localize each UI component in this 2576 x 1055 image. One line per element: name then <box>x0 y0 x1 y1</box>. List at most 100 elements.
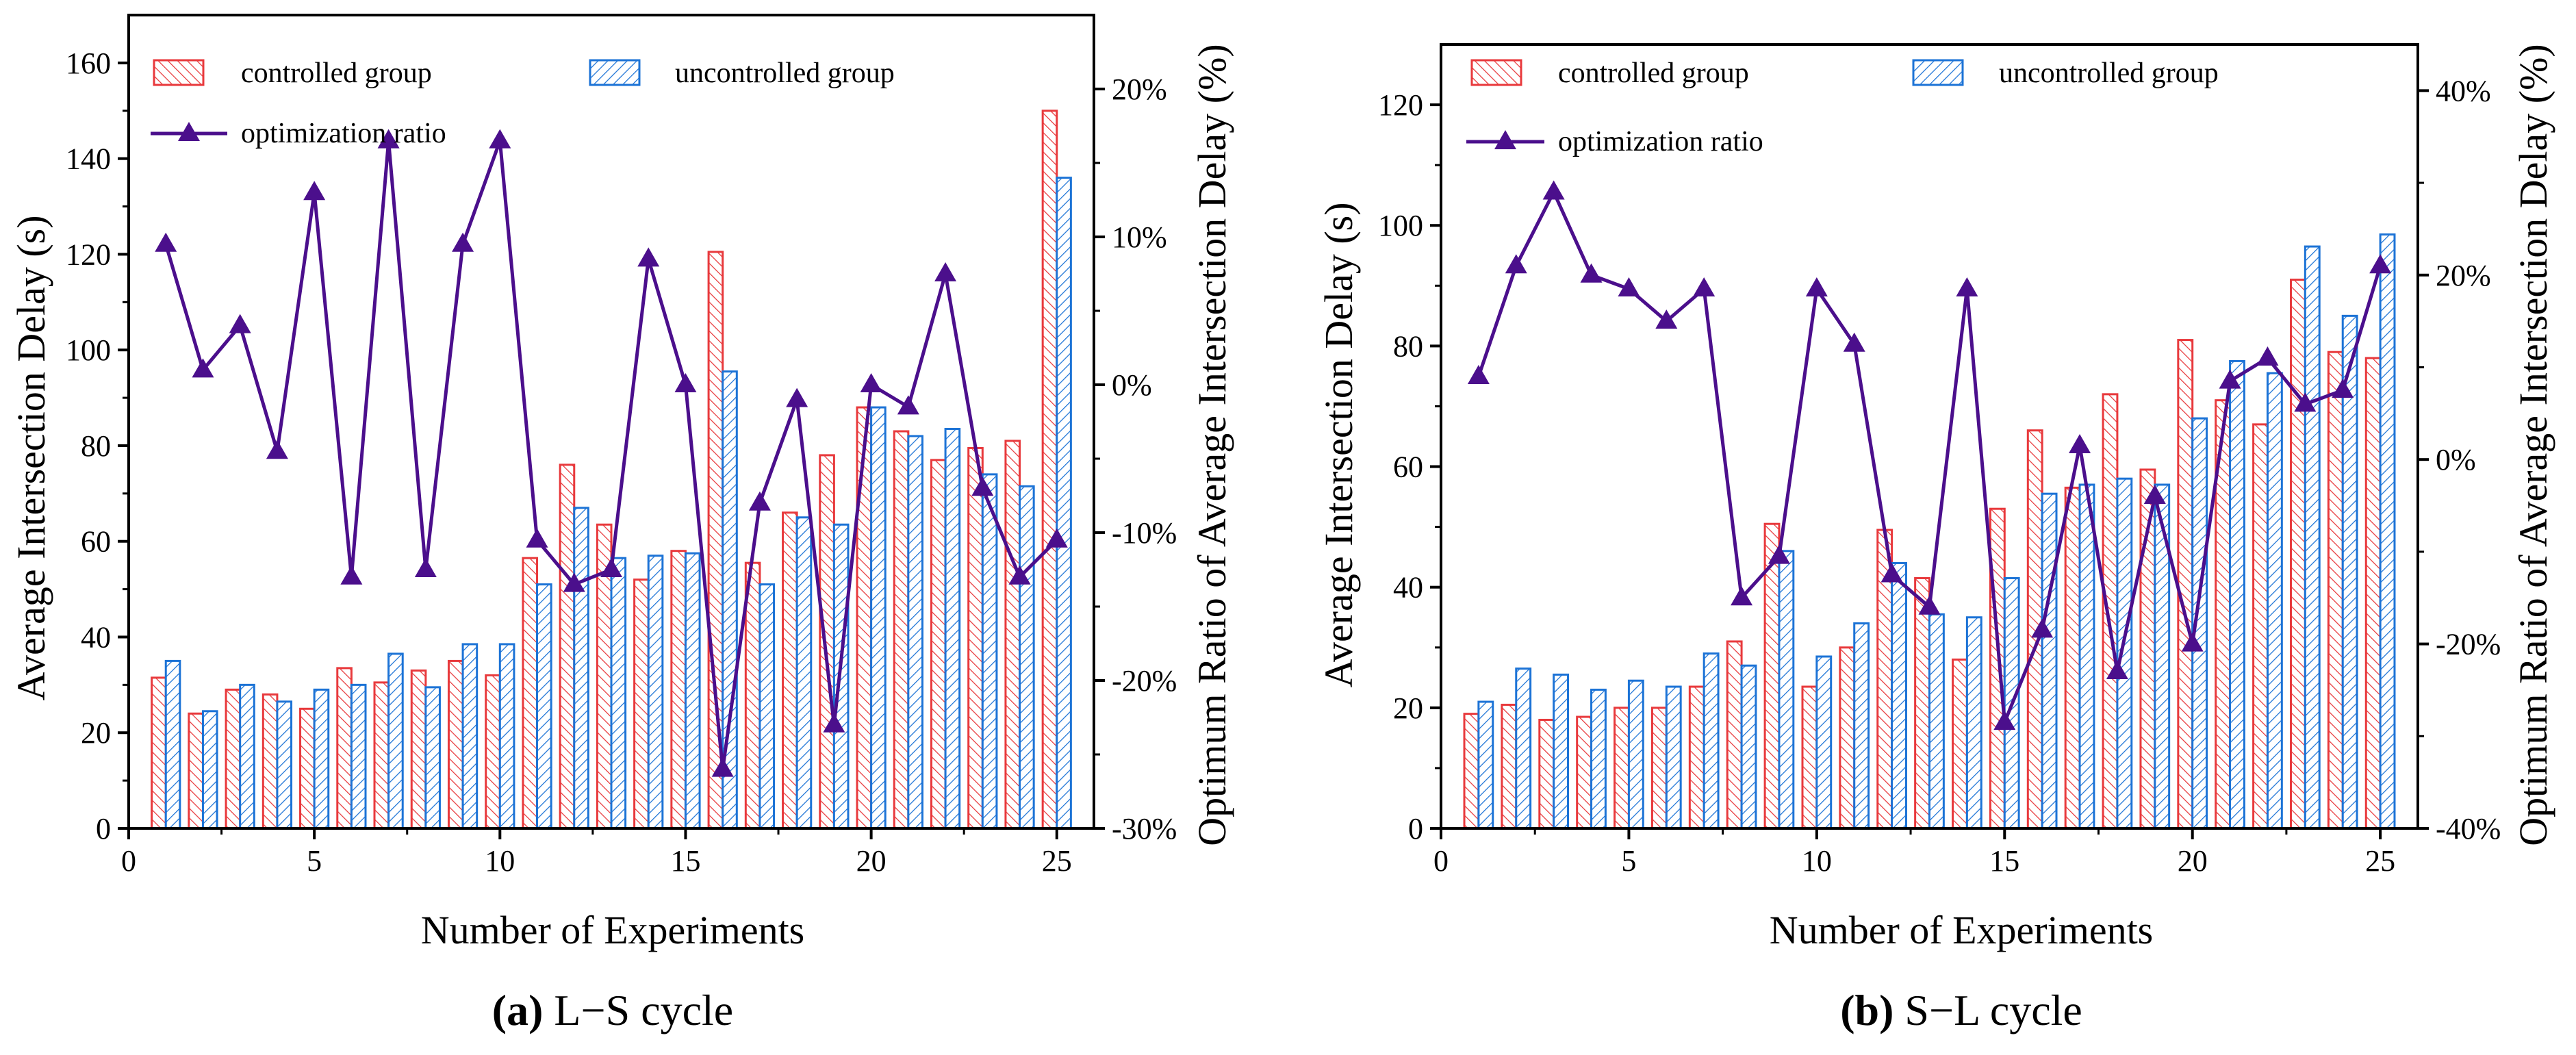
y-tick-label-a-160: 160 <box>66 47 111 80</box>
ratio-point-a-11 <box>526 528 548 548</box>
x-tick-label-a-20: 20 <box>856 844 887 878</box>
y-tick-label-a-140: 140 <box>66 142 111 176</box>
bar-uncontrolled-b-2 <box>1515 668 1532 830</box>
legend-marker-ratio-a <box>178 122 200 141</box>
panel-b-ylabel: Average Intersection Delay (s) <box>1316 202 1361 687</box>
bar-uncontrolled-a-2 <box>201 710 218 830</box>
y2-tick-label-a-0: 0% <box>1112 368 1152 402</box>
bar-uncontrolled-b-17 <box>2078 483 2095 830</box>
bar-controlled-a-22 <box>930 459 947 830</box>
bar-uncontrolled-b-3 <box>1553 673 1570 830</box>
bar-controlled-a-21 <box>893 430 910 830</box>
ratio-point-b-25 <box>2369 254 2392 274</box>
bar-controlled-a-6 <box>336 667 353 830</box>
ratio-point-b-18 <box>2106 660 2128 679</box>
y-tick-label-b-0: 0 <box>1408 812 1423 846</box>
x-tick-label-b-15: 15 <box>1989 844 2019 878</box>
ratio-point-a-20 <box>860 373 882 392</box>
y-tick-label-a-60: 60 <box>81 525 111 559</box>
ratio-point-a-22 <box>934 262 957 281</box>
bar-controlled-b-7 <box>1688 685 1705 830</box>
bar-controlled-b-4 <box>1576 715 1593 830</box>
bar-controlled-b-17 <box>2064 486 2081 830</box>
panel-b-caption-letter: (b) <box>1840 986 1893 1034</box>
legend-label-uncontrolled-a: uncontrolled group <box>675 58 895 89</box>
x-tick-label-b-25: 25 <box>2365 844 2395 878</box>
legend-label-ratio-a: optimization ratio <box>241 118 446 149</box>
x-tick-label-a-5: 5 <box>307 844 322 878</box>
x-tick-label-b-5: 5 <box>1621 844 1636 878</box>
ratio-point-b-3 <box>1542 180 1565 200</box>
x-tick-label-a-10: 10 <box>485 844 515 878</box>
ratio-point-b-9 <box>1768 544 1790 564</box>
bar-uncontrolled-a-20 <box>870 406 887 830</box>
bar-controlled-a-23 <box>967 446 984 830</box>
bar-uncontrolled-b-7 <box>1703 652 1720 830</box>
bar-controlled-b-24 <box>2327 351 2344 830</box>
panel-a-ylabel: Average Intersection Delay (s) <box>9 215 53 700</box>
y2-tick-label-a--30: -30% <box>1112 812 1177 846</box>
bar-uncontrolled-a-17 <box>758 583 776 830</box>
ratio-point-b-24 <box>2332 379 2354 398</box>
x-tick-label-a-15: 15 <box>670 844 700 878</box>
ratio-point-a-19 <box>823 713 845 733</box>
x-tick-label-a-25: 25 <box>1042 844 1072 878</box>
ratio-point-b-12 <box>1880 563 1903 583</box>
panel-b-y2label: Optimum Ratio of Average Intersection De… <box>2511 44 2555 846</box>
legend-swatch-controlled-b <box>1470 59 1522 86</box>
y-tick-label-b-120: 120 <box>1378 88 1423 122</box>
bar-controlled-a-20 <box>856 406 873 830</box>
x-tick-label-a-0: 0 <box>121 844 136 878</box>
bar-uncontrolled-b-16 <box>2041 492 2058 830</box>
bar-uncontrolled-a-21 <box>907 435 923 830</box>
y-tick-label-a-100: 100 <box>66 333 111 367</box>
ratio-point-a-25 <box>1045 528 1068 548</box>
bar-uncontrolled-a-5 <box>313 688 330 830</box>
bar-uncontrolled-b-5 <box>1627 679 1644 830</box>
ratio-point-a-18 <box>786 387 808 407</box>
panel-a-legend: controlled group uncontrolled group opti… <box>151 58 895 149</box>
bar-uncontrolled-a-4 <box>276 700 293 830</box>
ratio-point-b-11 <box>1843 332 1865 352</box>
x-tick-label-b-20: 20 <box>2178 844 2208 878</box>
y-tick-label-b-80: 80 <box>1393 329 1423 363</box>
bar-controlled-b-25 <box>2364 357 2382 830</box>
legend-label-controlled-a: controlled group <box>241 58 432 89</box>
panel-a-chart: 0 5 10 15 20 25 0 20 40 60 80 100 120 140 160 -30% -20% -… <box>9 14 1234 1034</box>
ratio-point-b-16 <box>2031 618 2054 638</box>
y2-tick-label-a-20: 20% <box>1112 73 1167 106</box>
panel-a-xlabel: Number of Experiments <box>421 908 805 952</box>
legend-swatch-uncontrolled-b <box>1912 59 1964 86</box>
legend-swatch-uncontrolled-a <box>589 59 641 86</box>
ratio-point-b-1 <box>1467 364 1490 384</box>
ratio-point-a-23 <box>971 476 994 496</box>
ratio-point-a-3 <box>229 314 251 333</box>
panel-b-xlabel: Number of Experiments <box>1770 908 2154 952</box>
bar-uncontrolled-b-25 <box>2379 233 2396 830</box>
bar-controlled-b-1 <box>1463 713 1480 830</box>
bar-controlled-b-15 <box>1989 507 2006 830</box>
bar-controlled-b-18 <box>2102 393 2119 830</box>
bar-controlled-a-15 <box>670 550 687 830</box>
bar-uncontrolled-a-8 <box>424 686 441 830</box>
bar-controlled-a-8 <box>410 669 427 830</box>
bar-uncontrolled-a-18 <box>795 516 813 830</box>
bar-uncontrolled-b-23 <box>2304 245 2321 830</box>
y-tick-label-b-40: 40 <box>1393 571 1423 605</box>
legend-swatch-controlled-a <box>153 59 205 86</box>
bar-uncontrolled-a-14 <box>647 555 664 830</box>
y-tick-label-a-40: 40 <box>81 620 111 654</box>
bar-uncontrolled-b-21 <box>2229 359 2245 830</box>
bar-controlled-b-22 <box>2252 423 2269 830</box>
legend-marker-ratio-b <box>1494 130 1516 149</box>
y2-tick-label-b-0: 0% <box>2436 443 2476 476</box>
bar-controlled-b-13 <box>1914 576 1930 830</box>
y-tick-label-b-20: 20 <box>1393 691 1423 725</box>
bar-uncontrolled-b-4 <box>1590 688 1607 830</box>
bar-uncontrolled-a-1 <box>164 659 181 830</box>
bar-controlled-a-12 <box>559 463 576 830</box>
bar-controlled-b-14 <box>1952 658 1968 830</box>
bar-controlled-b-8 <box>1726 640 1743 830</box>
bar-uncontrolled-b-19 <box>2154 483 2171 830</box>
bar-uncontrolled-b-11 <box>1853 622 1870 830</box>
